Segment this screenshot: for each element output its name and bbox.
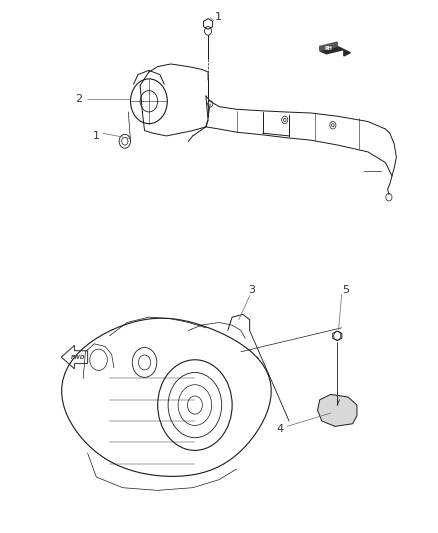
Text: 2: 2 <box>75 94 82 103</box>
Polygon shape <box>320 46 344 54</box>
Polygon shape <box>344 50 350 56</box>
Text: 1: 1 <box>93 131 100 141</box>
Text: RH: RH <box>325 46 332 51</box>
Text: 4: 4 <box>277 424 284 434</box>
Polygon shape <box>320 42 337 51</box>
Text: 1: 1 <box>215 12 222 22</box>
Text: FWD: FWD <box>71 354 85 360</box>
Text: 3: 3 <box>248 286 255 295</box>
Text: 5: 5 <box>343 286 350 295</box>
Polygon shape <box>318 394 357 426</box>
